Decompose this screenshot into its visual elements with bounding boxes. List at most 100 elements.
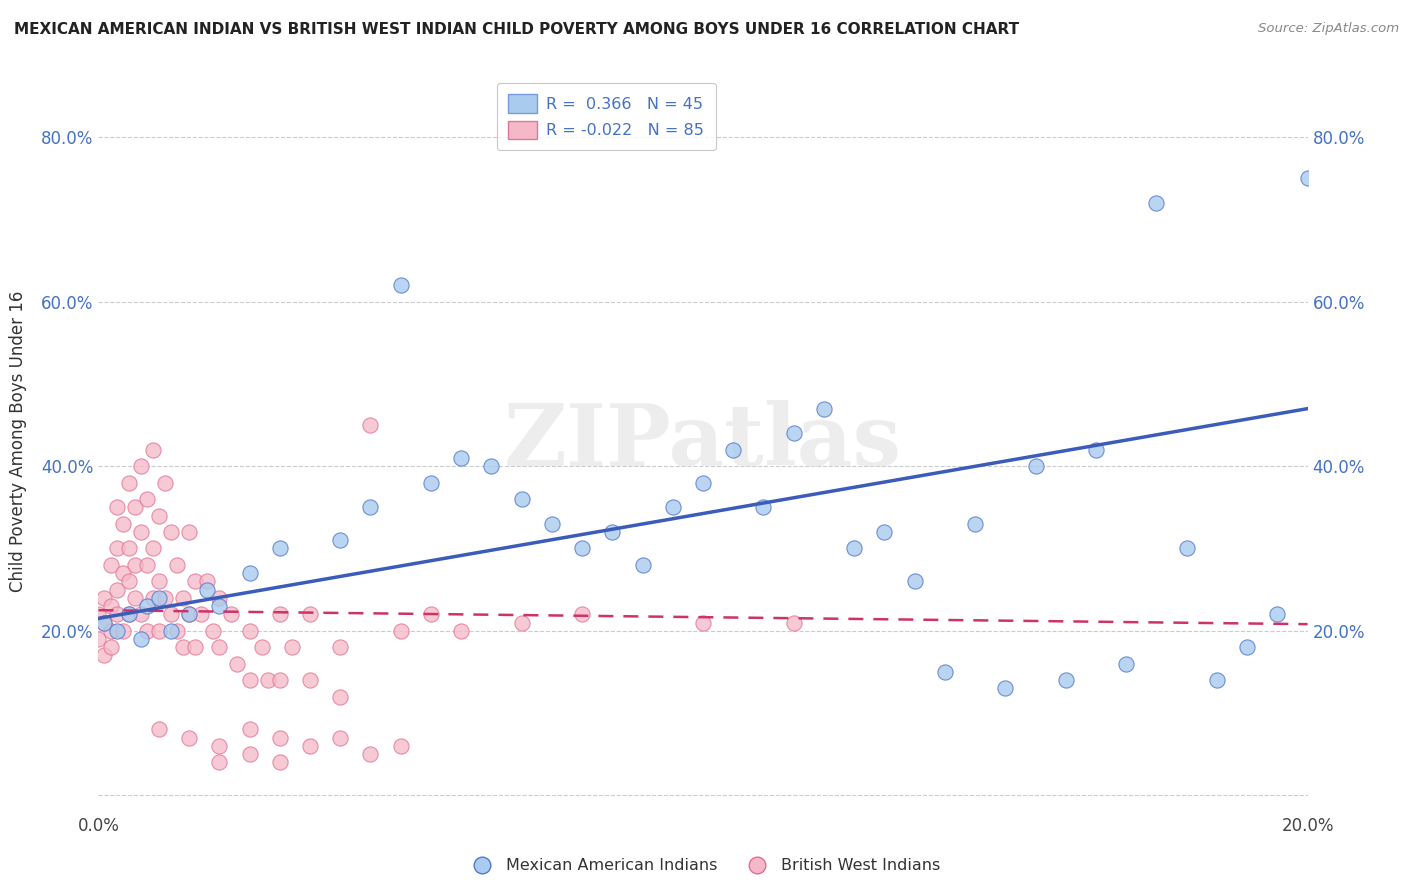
Point bbox=[179, 607, 201, 622]
Point bbox=[1236, 640, 1258, 655]
Point bbox=[602, 524, 624, 539]
Point bbox=[481, 459, 503, 474]
Point bbox=[221, 607, 243, 622]
Point bbox=[93, 615, 115, 630]
Point bbox=[813, 401, 835, 416]
Point bbox=[160, 607, 183, 622]
Point bbox=[105, 582, 128, 597]
Point bbox=[389, 624, 412, 638]
Text: Source: ZipAtlas.com: Source: ZipAtlas.com bbox=[1258, 22, 1399, 36]
Point bbox=[160, 524, 183, 539]
Point bbox=[269, 607, 291, 622]
Point bbox=[510, 492, 533, 507]
Point bbox=[420, 475, 443, 490]
Point bbox=[1085, 442, 1108, 457]
Point bbox=[389, 278, 412, 293]
Point bbox=[420, 607, 443, 622]
Point bbox=[329, 640, 352, 655]
Point bbox=[148, 508, 170, 523]
Point bbox=[190, 607, 212, 622]
Point bbox=[208, 739, 231, 753]
Point bbox=[873, 524, 896, 539]
Point bbox=[208, 640, 231, 655]
Point bbox=[142, 591, 165, 605]
Point bbox=[153, 591, 176, 605]
Point bbox=[208, 756, 231, 770]
Point bbox=[269, 541, 291, 556]
Point bbox=[1267, 607, 1289, 622]
Point bbox=[148, 591, 170, 605]
Point bbox=[281, 640, 304, 655]
Point bbox=[389, 739, 412, 753]
Point bbox=[752, 500, 775, 515]
Point bbox=[1175, 541, 1198, 556]
Point bbox=[965, 516, 987, 531]
Point bbox=[118, 574, 141, 589]
Point bbox=[100, 624, 122, 638]
Point bbox=[450, 624, 472, 638]
Point bbox=[111, 566, 134, 581]
Point bbox=[135, 558, 157, 572]
Point bbox=[100, 640, 122, 655]
Point bbox=[783, 615, 806, 630]
Point bbox=[129, 459, 152, 474]
Point bbox=[135, 624, 157, 638]
Point bbox=[172, 591, 194, 605]
Point bbox=[239, 566, 262, 581]
Point bbox=[360, 418, 382, 433]
Point bbox=[208, 591, 231, 605]
Point bbox=[124, 558, 146, 572]
Point bbox=[994, 681, 1017, 696]
Point bbox=[299, 673, 322, 687]
Point bbox=[661, 500, 683, 515]
Point bbox=[179, 731, 201, 745]
Point bbox=[329, 731, 352, 745]
Point bbox=[723, 442, 745, 457]
Legend: R =  0.366   N = 45, R = -0.022   N = 85: R = 0.366 N = 45, R = -0.022 N = 85 bbox=[496, 83, 716, 150]
Point bbox=[239, 723, 262, 737]
Point bbox=[142, 541, 165, 556]
Point bbox=[256, 673, 278, 687]
Point bbox=[360, 747, 382, 761]
Point bbox=[239, 747, 262, 761]
Point bbox=[299, 739, 322, 753]
Point bbox=[269, 731, 291, 745]
Point bbox=[692, 615, 714, 630]
Point bbox=[105, 607, 128, 622]
Point bbox=[179, 524, 201, 539]
Point bbox=[87, 632, 110, 646]
Point bbox=[450, 450, 472, 465]
Point bbox=[118, 475, 141, 490]
Point bbox=[1054, 673, 1077, 687]
Text: ZIPatlas: ZIPatlas bbox=[503, 400, 903, 483]
Point bbox=[195, 574, 218, 589]
Legend: Mexican American Indians, British West Indians: Mexican American Indians, British West I… bbox=[460, 852, 946, 880]
Point bbox=[360, 500, 382, 515]
Point bbox=[93, 591, 115, 605]
Point bbox=[142, 442, 165, 457]
Point bbox=[250, 640, 273, 655]
Point bbox=[93, 615, 115, 630]
Point bbox=[153, 475, 176, 490]
Point bbox=[111, 516, 134, 531]
Point bbox=[179, 607, 201, 622]
Point bbox=[118, 607, 141, 622]
Point bbox=[118, 541, 141, 556]
Point bbox=[129, 607, 152, 622]
Point bbox=[124, 591, 146, 605]
Point bbox=[239, 673, 262, 687]
Point bbox=[934, 665, 956, 679]
Point bbox=[692, 475, 714, 490]
Point bbox=[166, 624, 188, 638]
Point bbox=[783, 426, 806, 441]
Point bbox=[1115, 657, 1137, 671]
Point bbox=[540, 516, 562, 531]
Point bbox=[184, 574, 207, 589]
Point bbox=[571, 607, 593, 622]
Point bbox=[148, 624, 170, 638]
Point bbox=[329, 533, 352, 548]
Point bbox=[148, 574, 170, 589]
Point bbox=[124, 500, 146, 515]
Point bbox=[1296, 171, 1319, 186]
Point bbox=[202, 624, 225, 638]
